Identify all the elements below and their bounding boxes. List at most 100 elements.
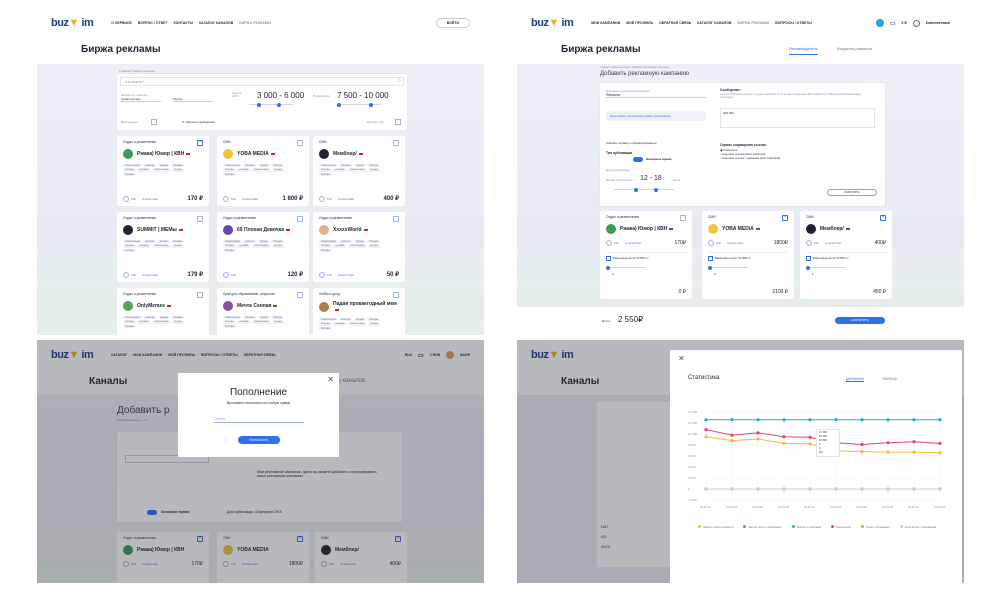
user-name[interactable]: ВАНЯ: [460, 353, 470, 357]
legend-item[interactable]: Зашли по рекламе: [792, 525, 821, 529]
wallet-icon[interactable]: ▭: [889, 20, 896, 27]
data-point[interactable]: [912, 487, 916, 491]
channel-checkbox[interactable]: [680, 215, 686, 221]
tag[interactable]: блогеры: [319, 322, 332, 326]
channel-name[interactable]: YOBA MEDIA: [237, 151, 275, 157]
channel-card[interactable]: Отдых и развлечения OnlyMemes Тематические…: [117, 288, 209, 335]
channel-name[interactable]: Ржака) Юмор | КВН: [137, 547, 184, 553]
data-point[interactable]: [938, 441, 942, 445]
stats-link[interactable]: Статистика: [142, 272, 158, 277]
shortener-option-short[interactable]: ○ Короткие ссылки (buzz.im/sCuna): [720, 152, 766, 156]
tag[interactable]: Тематические: [123, 164, 142, 167]
channel-checkbox[interactable]: [297, 292, 303, 298]
tag[interactable]: музыка: [353, 240, 366, 243]
logo[interactable]: buz▼ im: [531, 17, 574, 29]
tag[interactable]: блогеры: [367, 164, 381, 167]
tag[interactable]: реклама: [333, 322, 347, 326]
tag[interactable]: тематические: [347, 322, 367, 326]
data-point[interactable]: [782, 487, 786, 491]
shortener-option-off[interactable]: ◉ Отключить: [720, 148, 738, 152]
channel-name[interactable]: SUMMIT | MEMы: [137, 227, 183, 233]
channel-name[interactable]: Мечта Сенпая: [237, 303, 278, 309]
tag[interactable]: музыка: [368, 168, 380, 172]
views-checkbox[interactable]: [708, 256, 713, 261]
stats-link[interactable]: Статистика: [825, 241, 841, 245]
tab-channel-owner[interactable]: Владелец каналов: [837, 46, 872, 51]
logo[interactable]: buz▼ im: [51, 17, 94, 29]
data-point[interactable]: [860, 418, 864, 422]
channel-checkbox[interactable]: [197, 139, 203, 146]
data-point[interactable]: [938, 451, 942, 455]
stats-link[interactable]: Статистика: [242, 562, 258, 566]
tag[interactable]: музыка: [257, 164, 270, 167]
login-button[interactable]: ВОЙТИ: [435, 18, 470, 28]
data-point[interactable]: [808, 418, 812, 422]
breadcrumb[interactable]: Главная / Биржа рекламы / Добавить рекла…: [600, 66, 670, 69]
tab-channel-owner[interactable]: Владелец каналов: [313, 378, 366, 384]
user-icon[interactable]: [912, 19, 920, 27]
nav-link-catalog[interactable]: КАТАЛОГ КАНАЛОВ: [199, 21, 234, 25]
views-checkbox[interactable]: [806, 256, 811, 261]
tag[interactable]: блогеры: [319, 327, 332, 330]
data-point[interactable]: [938, 487, 942, 491]
tag[interactable]: аполлон: [339, 318, 353, 321]
channel-name[interactable]: YOBA MEDIA: [722, 226, 760, 232]
tag[interactable]: Тематические: [319, 240, 338, 243]
wallet-icon[interactable]: ▭: [418, 352, 424, 359]
tag[interactable]: блогеры: [123, 244, 136, 248]
tag[interactable]: реклама: [333, 168, 347, 172]
channel-name[interactable]: Ржака) Юмор | КВН: [137, 151, 191, 157]
telegram-icon[interactable]: [875, 19, 884, 27]
tag[interactable]: блогеры: [223, 249, 236, 252]
nav-link-catalog[interactable]: КАТАЛОГ: [111, 353, 128, 357]
balance[interactable]: 0 RUB: [429, 353, 441, 357]
tag[interactable]: музыка: [157, 316, 170, 319]
channel-checkbox[interactable]: [197, 292, 203, 298]
stats-link[interactable]: Статистика: [727, 241, 743, 245]
lang-select[interactable]: RUS: [404, 353, 412, 357]
nav-link-exchange[interactable]: БИРЖА РЕКЛАМЫ: [737, 21, 770, 25]
pub-type-toggle[interactable]: [633, 157, 643, 162]
data-point[interactable]: [782, 435, 786, 439]
channel-card[interactable]: СМИ YOBA MEDIA Тематические аполлон музыка бл…: [217, 136, 309, 206]
close-icon[interactable]: ✕: [678, 354, 685, 363]
tag[interactable]: блогеры: [223, 325, 236, 328]
upload-dropzone[interactable]: Перетащите или выберите файл презентацию: [606, 111, 706, 121]
balance[interactable]: 0 ₽: [901, 21, 907, 25]
stats-link[interactable]: Статистика: [142, 196, 158, 201]
data-point[interactable]: [808, 435, 812, 439]
quantity-slider[interactable]: [708, 265, 748, 270]
data-point[interactable]: [808, 487, 812, 491]
tag[interactable]: блогеры: [123, 320, 136, 324]
region-select[interactable]: Регион: [173, 97, 213, 102]
nav-link-profile[interactable]: МОЙ ПРОФИЛЬ: [168, 353, 196, 357]
tag[interactable]: реклама: [137, 320, 151, 324]
data-point[interactable]: [938, 418, 942, 422]
channel-checkbox[interactable]: [395, 535, 401, 542]
pay-button[interactable]: ЗАПЛАТИТЬ: [835, 317, 885, 324]
breadcrumb[interactable]: Главная / Биржа рекламы: [119, 69, 156, 73]
channel-name[interactable]: XxxxxWorld: [333, 227, 368, 233]
data-point[interactable]: [730, 418, 734, 422]
data-point[interactable]: [704, 418, 708, 422]
stats-link[interactable]: Статистика: [337, 272, 354, 277]
shortener-option-data[interactable]: ○ Короткие ссылки с данными (buzz.im/sCu…: [720, 156, 781, 160]
nav-link-faq[interactable]: ВОПРОСЫ / ОТВЕТЫ: [201, 353, 238, 357]
tag[interactable]: блогеры: [271, 316, 285, 319]
data-point[interactable]: [860, 450, 864, 454]
channel-name[interactable]: Падая прокаегодный мем: [333, 301, 399, 313]
nav-link-feedback[interactable]: ОБРАТНАЯ СВЯЗЬ: [243, 353, 276, 357]
price-slider[interactable]: [249, 102, 293, 107]
tag[interactable]: музыка: [368, 244, 380, 248]
channel-checkbox[interactable]: [297, 140, 303, 146]
tag[interactable]: реклама: [237, 168, 251, 172]
nav-link-faq[interactable]: ВОПРОС / ОТВЕТ: [137, 21, 168, 25]
outputs-checkbox[interactable]: [151, 119, 157, 125]
reset-link[interactable]: ✕ Сбросить выбранное: [182, 120, 215, 124]
user-name[interactable]: Комплектовка: [925, 21, 950, 25]
tag[interactable]: музыка: [272, 244, 284, 248]
legend-item[interactable]: Посещения: [831, 525, 851, 529]
tag[interactable]: Тематические: [223, 316, 242, 319]
topic-select[interactable]: Тематические: [121, 97, 161, 102]
data-point[interactable]: [730, 439, 734, 443]
